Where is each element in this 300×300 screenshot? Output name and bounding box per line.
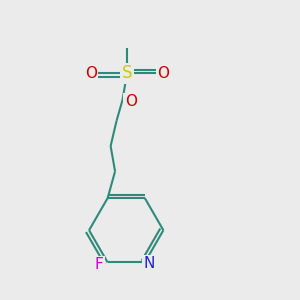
Text: S: S xyxy=(122,64,132,82)
Text: N: N xyxy=(144,256,155,272)
Text: F: F xyxy=(95,257,104,272)
Text: O: O xyxy=(125,94,137,109)
Text: O: O xyxy=(157,66,169,81)
Text: O: O xyxy=(85,66,97,81)
